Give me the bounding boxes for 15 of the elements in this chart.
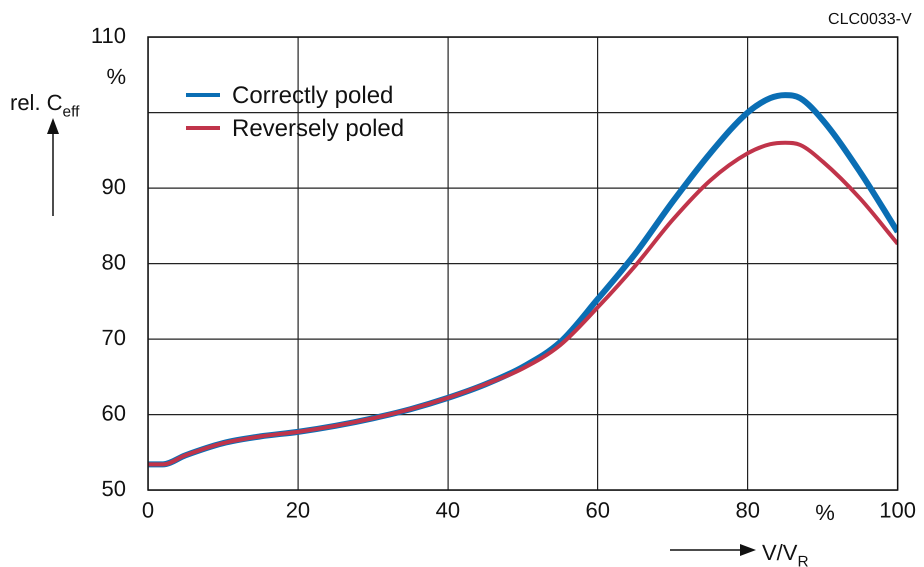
y-tick-label: 60 [102, 400, 126, 426]
text: % [815, 500, 835, 525]
x-tick-label: 40 [436, 497, 460, 522]
text: % [106, 64, 126, 89]
y-tick-label: 110 [90, 23, 126, 48]
x-tick-label: 0 [142, 497, 154, 522]
y-tick-label: 50 [102, 476, 126, 502]
x-tick-label: 20 [286, 497, 310, 522]
text: CLC0033-V [828, 11, 912, 28]
x-tick-label: 80 [735, 497, 760, 522]
y-tick-label: 80 [102, 250, 126, 275]
x-tick-label: 100 [879, 497, 916, 522]
y-tick-label: 70 [102, 325, 126, 350]
y-tick-label: 90 [102, 174, 126, 200]
x-tick-label: 60 [586, 497, 610, 522]
